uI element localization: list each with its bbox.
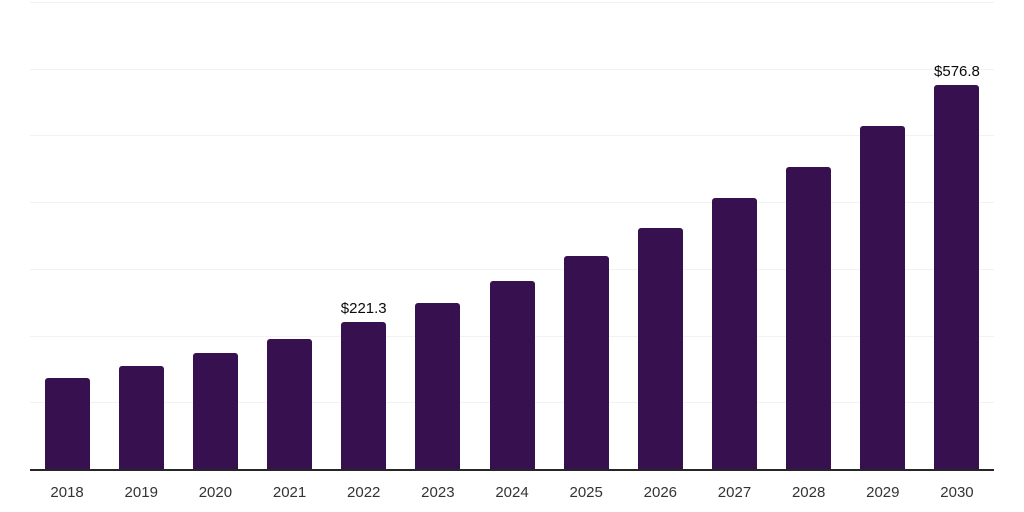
bar-value-label-2022: $221.3: [340, 300, 387, 318]
x-tick-label-2018: 2018: [50, 484, 84, 501]
x-tick-label-2022: 2022: [347, 484, 381, 501]
bar-slot-2030: $576.8: [920, 0, 994, 470]
gridline-500: [30, 135, 994, 137]
bar-slot-2023: [401, 0, 475, 470]
bar-2023: [415, 303, 461, 470]
bar-slot-2018: [30, 0, 104, 470]
bar-slot-2024: [475, 0, 549, 470]
x-tick-label-2026: 2026: [643, 484, 678, 501]
bar-slot-2028: [772, 0, 846, 470]
bar-2027: [711, 197, 757, 470]
bar-slot-2021: [252, 0, 326, 470]
x-tick-label-2028: 2028: [791, 484, 826, 501]
bar-2028: [786, 166, 832, 470]
gridline-600: [30, 68, 994, 70]
x-tick-label-2020: 2020: [198, 484, 233, 501]
bar-2021: [267, 339, 313, 470]
x-tick-label-2027: 2027: [717, 484, 752, 501]
bar-2029: [860, 126, 906, 470]
bar-value-label-2030: $576.8: [934, 63, 980, 81]
bars-container: $221.3 $576.8: [30, 0, 994, 470]
plot-area: $221.3 $576.8: [30, 0, 994, 470]
x-tick-label-2030: 2030: [940, 484, 974, 501]
x-axis-line: [30, 469, 994, 471]
bar-slot-2027: [697, 0, 771, 470]
bar-2030: $576.8: [934, 64, 980, 470]
gridline-300: [30, 268, 994, 270]
bar-2020: [192, 352, 238, 470]
bar-2019: [118, 366, 164, 470]
bar-2022: $221.3: [341, 301, 387, 470]
gridline-700: [30, 2, 994, 3]
bar-2025: [563, 256, 609, 470]
x-tick-label-2021: 2021: [272, 484, 307, 501]
bar-2024: [489, 281, 535, 470]
bar-slot-2022: $221.3: [327, 0, 401, 470]
x-tick-label-2023: 2023: [421, 484, 455, 501]
bar-2018: [44, 377, 90, 470]
gridline-400: [30, 202, 994, 204]
x-tick-label-2025: 2025: [569, 484, 603, 501]
bar-slot-2025: [549, 0, 623, 470]
x-tick-label-2029: 2029: [866, 484, 900, 501]
bar-slot-2026: [623, 0, 697, 470]
bar-slot-2019: [104, 0, 178, 470]
x-axis-labels: 2018 2019 2020 2021 2022 2023 2024 2025 2026 2027…: [30, 484, 994, 501]
bar-slot-2029: [846, 0, 920, 470]
x-tick-label-2024: 2024: [495, 484, 529, 501]
bar-slot-2020: [178, 0, 252, 470]
x-tick-label-2019: 2019: [124, 484, 158, 501]
bar-2026: [637, 227, 683, 470]
